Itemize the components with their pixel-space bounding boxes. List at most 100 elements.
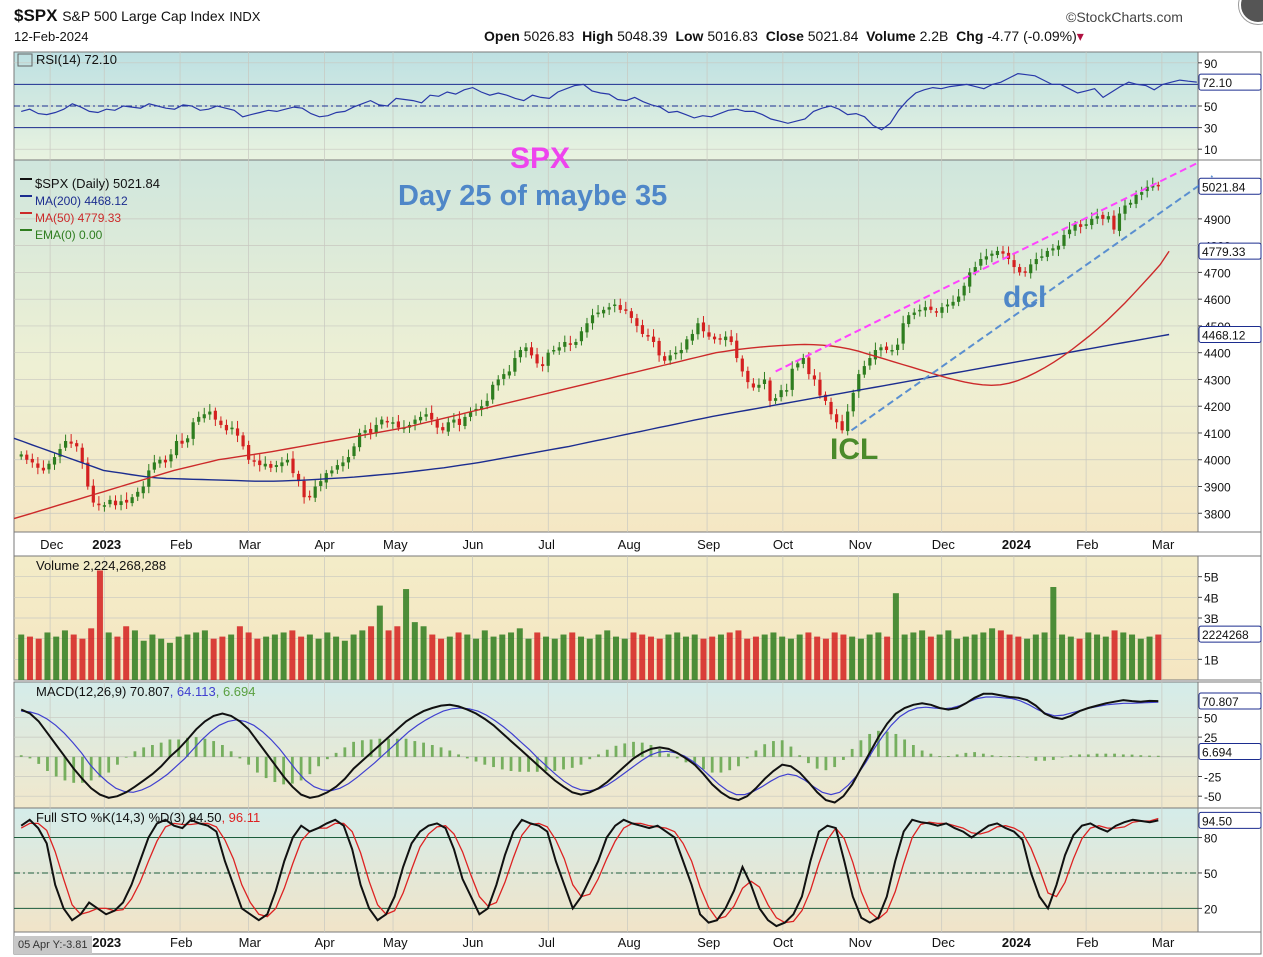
- price-candle-body: [884, 346, 889, 351]
- macd-histogram-bar: [990, 755, 994, 757]
- macd-histogram-bar: [54, 756, 58, 777]
- volume-bar: [525, 638, 532, 680]
- volume-bar: [831, 632, 838, 680]
- volume-bar: [61, 630, 68, 680]
- price-candle-body: [58, 449, 62, 457]
- volume-bar: [53, 636, 60, 680]
- x-axis-strip: [13, 531, 1262, 557]
- volume-bar: [805, 632, 812, 680]
- macd-histogram-bar: [474, 756, 478, 762]
- y-tick-label: 25: [1204, 731, 1218, 745]
- volume-bar: [770, 632, 777, 680]
- price-candle-body: [213, 410, 217, 420]
- price-candle-body: [629, 311, 633, 318]
- price-candle-body: [363, 430, 367, 433]
- macd-histogram-bar: [1078, 754, 1081, 757]
- macd-histogram-bar: [842, 756, 845, 760]
- x-tick-label-bottom: Mar: [239, 935, 262, 950]
- y-tick-label: 80: [1204, 832, 1218, 846]
- price-candle-body: [452, 419, 456, 423]
- macd-histogram-bar: [632, 741, 635, 757]
- x-tick-label: Aug: [618, 537, 641, 552]
- macd-histogram-bar: [964, 752, 968, 757]
- price-candle-body: [441, 427, 445, 431]
- volume-bar: [954, 638, 961, 680]
- volume-bar: [438, 638, 445, 680]
- price-candle-body: [696, 323, 700, 335]
- price-candle-body: [47, 463, 51, 470]
- price-candle-body: [541, 364, 545, 367]
- volume-bar: [910, 632, 917, 680]
- macd-histogram-bar: [159, 742, 163, 757]
- y-tick-label: 50: [1204, 711, 1218, 725]
- price-candle-body: [912, 312, 916, 315]
- macd-histogram-bar: [658, 748, 662, 757]
- volume-bar: [411, 622, 418, 680]
- price-candle-body: [546, 352, 550, 366]
- macd-histogram-bar: [1034, 756, 1038, 761]
- price-candle-body: [529, 347, 534, 356]
- lower-trendline: [850, 175, 1214, 432]
- panel-sto: [13, 807, 1199, 933]
- macd-histogram-bar: [597, 754, 600, 757]
- macd-histogram-bar: [570, 756, 574, 768]
- macd-histogram-bar: [509, 756, 513, 771]
- macd-histogram-bar: [579, 756, 583, 765]
- volume-bar: [263, 636, 270, 680]
- macd-histogram-bar: [448, 750, 452, 757]
- price-badge-ma50: 4779.33: [1202, 245, 1246, 259]
- price-candle-body: [1018, 267, 1022, 273]
- sto-d-line: [20, 817, 1159, 924]
- macd-histogram-bar: [325, 756, 329, 760]
- volume-bar: [1094, 634, 1101, 680]
- volume-bar: [866, 634, 873, 680]
- x-tick-label-bottom: May: [383, 935, 408, 950]
- volume-bar: [79, 638, 86, 680]
- macd-histogram-bar: [710, 756, 714, 773]
- brand[interactable]: StockCharts.com: [1076, 9, 1183, 25]
- macd-histogram-bar: [378, 738, 382, 757]
- price-candle-body: [945, 304, 950, 307]
- macd-histogram-bar: [920, 750, 924, 757]
- price-candle-body: [468, 411, 473, 417]
- price-candle-body: [113, 500, 118, 506]
- close-icon[interactable]: [1239, 0, 1263, 24]
- macd-histogram-bar: [745, 756, 749, 759]
- price-candle-body: [640, 325, 645, 334]
- macd-histogram-bar: [81, 756, 84, 783]
- volume-bar: [726, 632, 733, 680]
- volume-bar: [892, 593, 899, 680]
- price-candle-body: [862, 366, 866, 375]
- macd-histogram-bar: [37, 756, 41, 764]
- price-candle-body: [274, 465, 278, 467]
- volume-bar: [884, 636, 891, 680]
- price-candle-body: [873, 350, 878, 360]
- price-candle-body: [895, 344, 900, 351]
- x-tick-label-bottom: Oct: [773, 935, 794, 950]
- x-tick-label: Apr: [314, 537, 335, 552]
- price-candle-body: [762, 379, 767, 385]
- macd-histogram-bar: [483, 756, 487, 765]
- price-candle-body: [701, 322, 706, 332]
- price-candle-body: [235, 428, 240, 436]
- price-candle-body: [812, 375, 816, 380]
- price-candle-body: [19, 454, 23, 457]
- volume-bar: [691, 634, 698, 680]
- volume-bar: [175, 636, 182, 680]
- price-candle-body: [1079, 224, 1083, 227]
- price-candle-body: [668, 355, 672, 361]
- macd-histogram-bar: [544, 756, 548, 771]
- price-candle-body: [158, 459, 162, 464]
- price-candle-body: [502, 374, 506, 379]
- price-candle-body: [679, 350, 683, 354]
- x-tick-label-bottom: Jun: [462, 935, 483, 950]
- price-candle-body: [258, 460, 262, 466]
- macd-histogram-bar: [1060, 756, 1064, 758]
- macd-histogram-bar: [719, 756, 723, 773]
- price-candle-body: [302, 480, 306, 498]
- volume-bar: [840, 634, 847, 680]
- macd-histogram-bar: [273, 756, 277, 783]
- volume-bar: [787, 638, 794, 680]
- price-candle-body: [1140, 192, 1144, 195]
- volume-bar: [849, 636, 856, 680]
